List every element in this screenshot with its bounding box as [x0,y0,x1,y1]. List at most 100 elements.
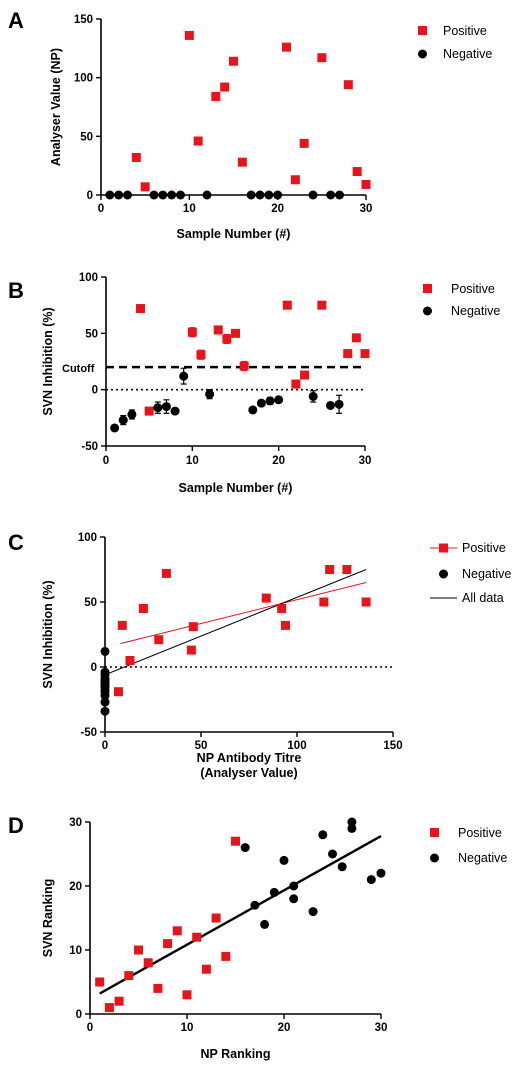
point-negative-c [100,691,110,701]
point-negative-d [250,900,260,910]
point-positive-d [95,977,105,987]
point-positive-b [291,379,301,389]
point-positive-d [163,939,173,949]
point-positive-a [211,91,221,101]
legend-d-negative-label: Negative [458,851,507,865]
legend-d-positive-label: Positive [458,826,502,840]
y-tick-label-c: -50 [80,727,97,739]
y-tick-label-b: 100 [79,272,98,284]
point-negative-d [347,823,357,833]
point-negative-a [255,190,265,200]
panel-letter-d: D [8,813,24,838]
point-positive-b [222,334,232,344]
point-negative-b [161,402,171,412]
fit-line-all-d [99,835,382,995]
y-axis-label-b: SVN Inhibition (%) [41,307,55,415]
point-positive-d [143,958,153,968]
legend-b-negative-label: Negative [451,304,500,318]
point-positive-b [351,333,361,343]
point-positive-c [154,635,164,645]
y-tick-label-a: 150 [74,14,93,26]
point-negative-d [376,868,386,878]
point-positive-a [299,138,309,148]
point-negative-a [326,190,336,200]
y-tick-label-b: -50 [81,441,98,453]
point-positive-c [125,656,135,665]
point-positive-c [261,593,271,603]
point-positive-c [325,565,335,574]
point-negative-b [205,389,215,399]
x-tick-label-a: 10 [183,203,196,215]
point-positive-a [237,157,247,167]
point-positive-c [342,565,352,574]
point-negative-a [176,190,185,200]
y-tick-label-d: 20 [69,881,82,893]
point-positive-a [361,179,371,189]
y-tick-label-a: 0 [87,190,93,202]
point-positive-d [104,1003,114,1013]
x-tick-label-b: 0 [103,455,109,467]
point-positive-c [161,568,171,578]
point-positive-c [138,604,148,613]
point-positive-c [277,604,287,613]
x-tick-label-a: 20 [271,203,284,215]
point-negative-d [328,849,337,859]
point-positive-d [201,964,211,974]
legend-a-negative-label: Negative [443,47,492,61]
point-negative-d [279,855,289,865]
point-negative-a [264,190,274,200]
point-positive-a [290,175,300,185]
x-tick-label-c: 150 [383,740,402,752]
point-negative-a [114,190,124,200]
x-axis-label-line-c: (Analyser Value) [200,766,297,780]
point-positive-d [124,971,134,981]
point-negative-a [202,190,212,200]
point-positive-c [319,597,329,607]
x-tick-label-b: 20 [272,455,285,467]
point-negative-d [289,894,299,904]
point-negative-b [334,399,344,409]
point-negative-b [127,409,137,419]
point-negative-b [248,405,258,415]
y-tick-label-d: 10 [69,945,82,957]
x-tick-label-d: 30 [375,1022,388,1034]
point-positive-b [300,370,310,380]
x-tick-label-a: 0 [98,203,104,215]
point-negative-d [337,862,347,872]
point-positive-d [182,990,192,1000]
point-positive-d [134,945,143,955]
y-tick-label-d: 0 [76,1009,82,1021]
legend-c-alldata-label: All data [462,591,504,605]
legend-c-positive-label: Positive [462,541,506,555]
y-axis-label-c: SVN Inhibition (%) [41,580,55,688]
point-negative-a [149,190,159,200]
point-positive-c [361,597,371,607]
panel-letter-b: B [8,278,24,303]
point-positive-c [113,687,123,697]
panel-letter-c: C [8,530,24,555]
point-negative-a [123,190,132,200]
point-positive-b [213,325,223,335]
x-tick-label-a: 30 [360,203,373,215]
point-negative-b [256,398,266,408]
fit-line-positive-c [120,582,367,645]
point-positive-b [231,328,240,338]
x-axis-label-a: Sample Number (#) [177,227,291,241]
chart-d: 0 10 20 30 0 10 20 30 NP Ranking SVN Ranking [41,817,387,1061]
x-axis-label-b: Sample Number (#) [179,481,293,495]
x-tick-label-d: 10 [181,1022,194,1034]
point-positive-d [211,913,221,923]
point-positive-a [343,80,353,90]
point-negative-a [308,190,318,200]
x-axis-label-line-c: NP Antibody Titre [197,751,302,765]
point-negative-c [100,697,110,707]
point-positive-b [196,350,206,360]
point-negative-d [269,887,279,897]
x-axis-label-d: NP Ranking [201,1047,271,1061]
y-tick-label-c: 50 [84,597,97,609]
x-tick-label-b: 10 [186,455,199,467]
point-positive-d [114,996,124,1006]
point-positive-b [144,406,154,416]
